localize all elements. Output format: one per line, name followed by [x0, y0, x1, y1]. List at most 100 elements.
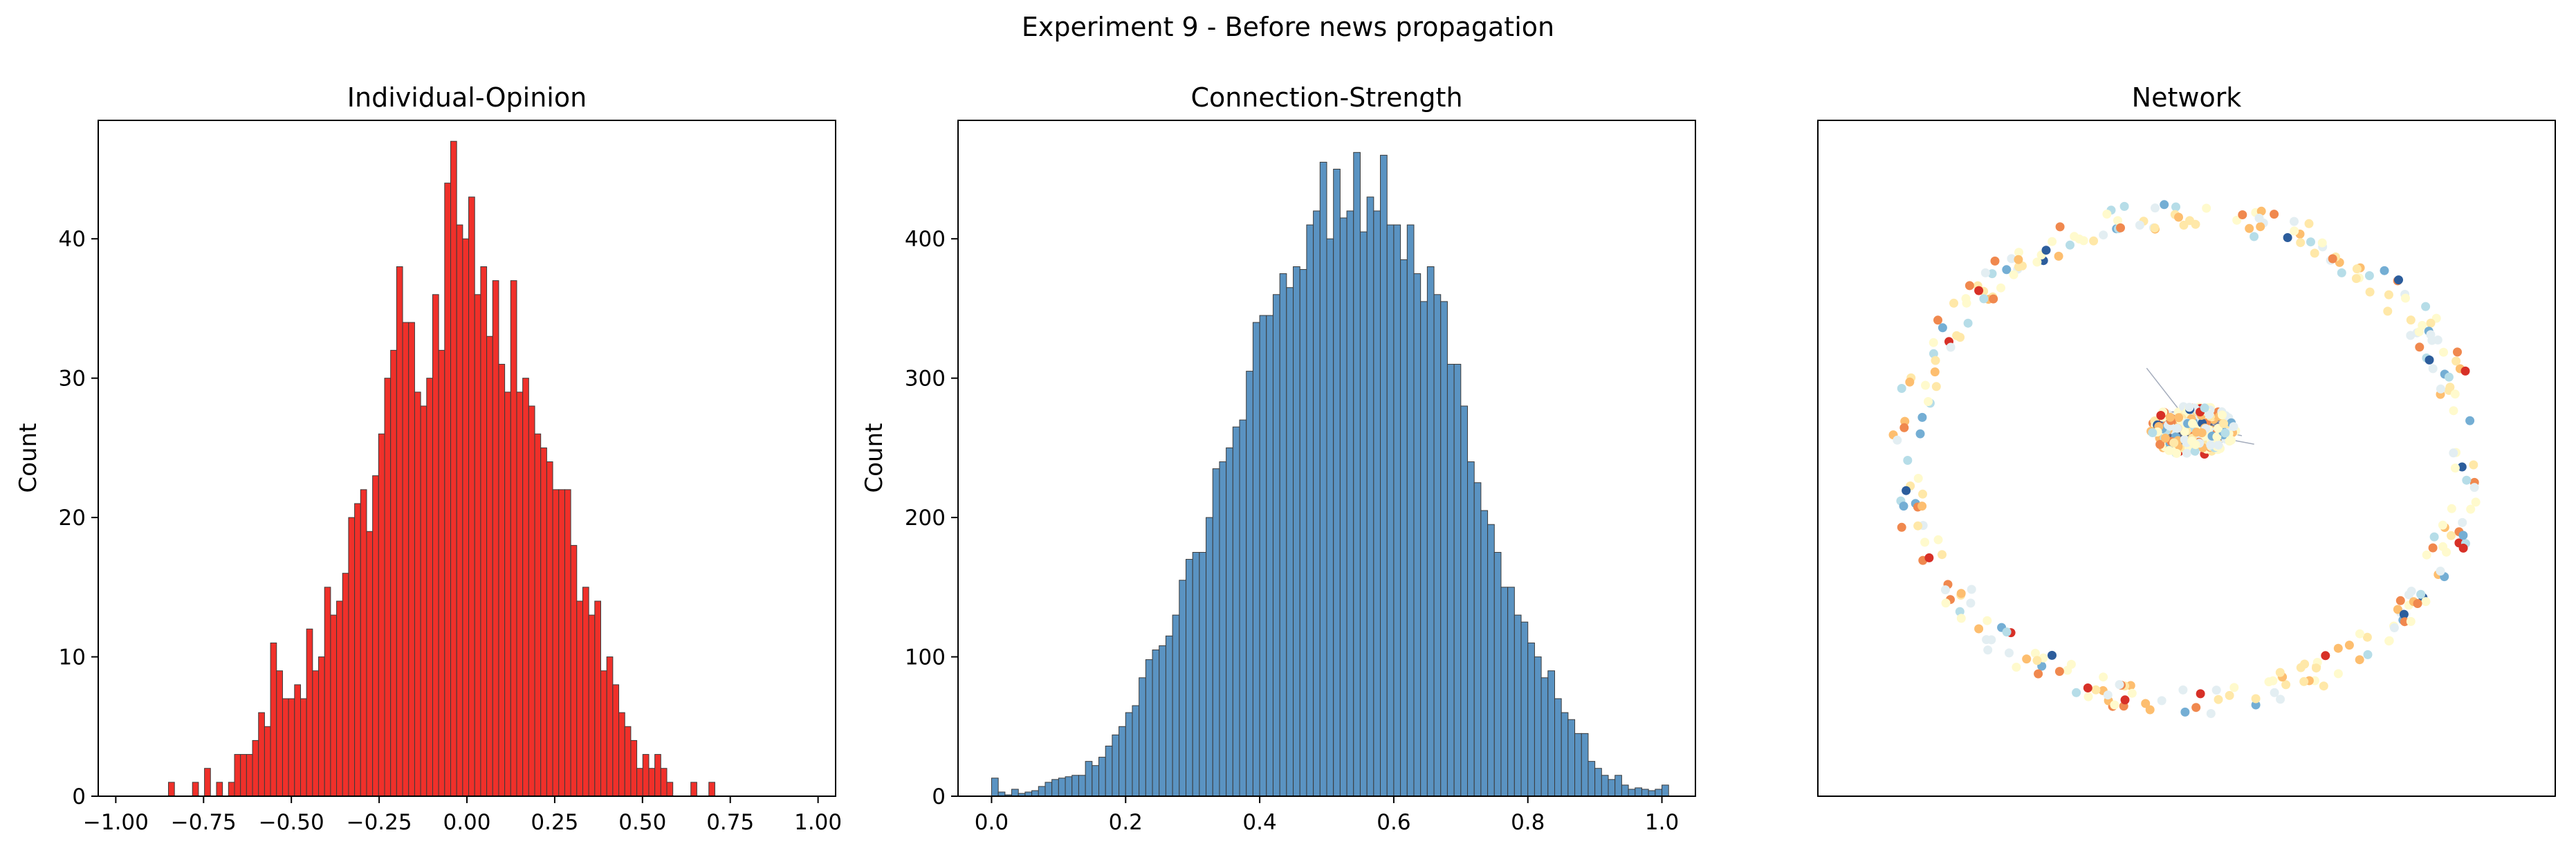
opinion-bars — [168, 140, 715, 797]
network-node — [2415, 342, 2425, 352]
strength-bar — [1601, 775, 1609, 797]
network-node — [2048, 237, 2057, 246]
strength-bar — [1574, 733, 1582, 797]
network-node — [2283, 233, 2292, 242]
opinion-ytick-label: 10 — [59, 645, 86, 670]
network-node — [2171, 202, 2180, 212]
opinion-bar — [360, 489, 367, 797]
network-node — [2270, 210, 2279, 219]
strength-xtick-label: 1.0 — [1645, 810, 1679, 835]
network-node — [2032, 257, 2042, 267]
opinion-bar — [558, 489, 565, 797]
network-node — [1940, 585, 1950, 595]
network-node — [2091, 685, 2101, 695]
network-node — [1917, 502, 1927, 511]
opinion-bar — [192, 782, 199, 797]
network-node — [2225, 436, 2234, 446]
opinion-bar — [474, 294, 481, 797]
network-node — [1952, 331, 1962, 340]
network-node — [1905, 377, 1915, 387]
network-node — [2219, 419, 2229, 428]
opinion-xtick-label: 0.75 — [706, 810, 754, 835]
network-node — [1931, 356, 1940, 365]
strength-bar — [1085, 761, 1093, 797]
network-node — [2296, 238, 2306, 248]
network-node — [2014, 262, 2023, 272]
network-node — [2439, 347, 2448, 357]
opinion-histogram-panel: Individual-Opinion −1.00 −0.75 −0.50 −0.25 0… — [15, 82, 842, 835]
network-node — [2002, 627, 2012, 637]
network-node — [2214, 441, 2223, 450]
network-node — [2363, 650, 2373, 659]
strength-bar — [1058, 778, 1066, 797]
strength-ytick-label: 200 — [905, 506, 946, 531]
network-node — [2188, 419, 2197, 428]
strength-axes-frame — [957, 120, 1696, 797]
network-node — [2200, 403, 2209, 413]
network-node — [2202, 203, 2211, 213]
strength-bar — [1628, 789, 1636, 797]
strength-bar — [1400, 259, 1408, 797]
network-node — [2393, 605, 2402, 614]
network-node — [2300, 659, 2310, 669]
network-node — [2191, 219, 2200, 229]
network-node — [2429, 532, 2439, 542]
strength-ytick-label: 100 — [905, 645, 946, 670]
network-node — [2428, 364, 2438, 374]
network-node — [2304, 219, 2314, 228]
opinion-bar — [414, 392, 421, 797]
network-node — [2148, 428, 2158, 437]
network-node — [2005, 648, 2014, 658]
opinion-bar — [690, 782, 697, 797]
strength-bar — [1426, 266, 1435, 797]
opinion-bar — [258, 712, 265, 797]
network-node — [1897, 384, 1906, 393]
network-node — [2218, 410, 2227, 420]
network-node — [2380, 266, 2389, 275]
network-node — [2116, 223, 2125, 232]
network-node — [2119, 201, 2129, 211]
network-node — [2450, 463, 2460, 473]
network-node — [2190, 446, 2200, 456]
strength-bar — [1507, 587, 1515, 797]
network-node — [2151, 203, 2160, 213]
network-node — [2407, 587, 2416, 596]
network-node — [1933, 315, 1942, 325]
strength-bar — [1373, 210, 1381, 797]
network-node — [2022, 654, 2032, 664]
network-node — [2337, 268, 2346, 277]
strength-bar — [1199, 551, 1207, 797]
network-node — [2164, 445, 2174, 455]
network-node — [1915, 429, 1925, 439]
network-title: Network — [2132, 82, 2242, 113]
opinion-xtick-label: 1.00 — [794, 810, 842, 835]
strength-bar — [1071, 775, 1079, 797]
opinion-bar — [564, 489, 571, 797]
opinion-bar — [450, 140, 457, 797]
network-node — [2422, 550, 2431, 560]
network-node — [2299, 677, 2309, 686]
network-node — [2428, 543, 2438, 553]
strength-bar — [1467, 461, 1475, 797]
network-node — [2344, 641, 2354, 650]
network-node — [1987, 269, 1997, 279]
opinion-xtick-label: 0.25 — [531, 810, 578, 835]
network-node — [2099, 672, 2108, 682]
network-node — [2072, 688, 2081, 697]
network-nodes — [1888, 200, 2481, 718]
network-node — [2169, 438, 2179, 448]
network-node — [1929, 338, 1938, 347]
strength-bar — [1594, 768, 1602, 797]
opinion-xtick-label: 0.50 — [618, 810, 666, 835]
opinion-bar — [654, 754, 661, 797]
network-node — [2155, 440, 2165, 449]
opinion-xtick-label: −0.25 — [347, 810, 412, 835]
network-node — [2355, 655, 2364, 665]
strength-bar — [1252, 322, 1260, 797]
network-node — [1929, 349, 1938, 358]
network-node — [2442, 547, 2451, 557]
network-node — [1979, 294, 1989, 304]
network-node — [1917, 412, 1927, 422]
opinion-x-ticks: −1.00 −0.75 −0.50 −0.25 0.00 0.25 0.50 0.75 1.00 — [83, 796, 842, 835]
strength-bar — [1232, 426, 1240, 797]
